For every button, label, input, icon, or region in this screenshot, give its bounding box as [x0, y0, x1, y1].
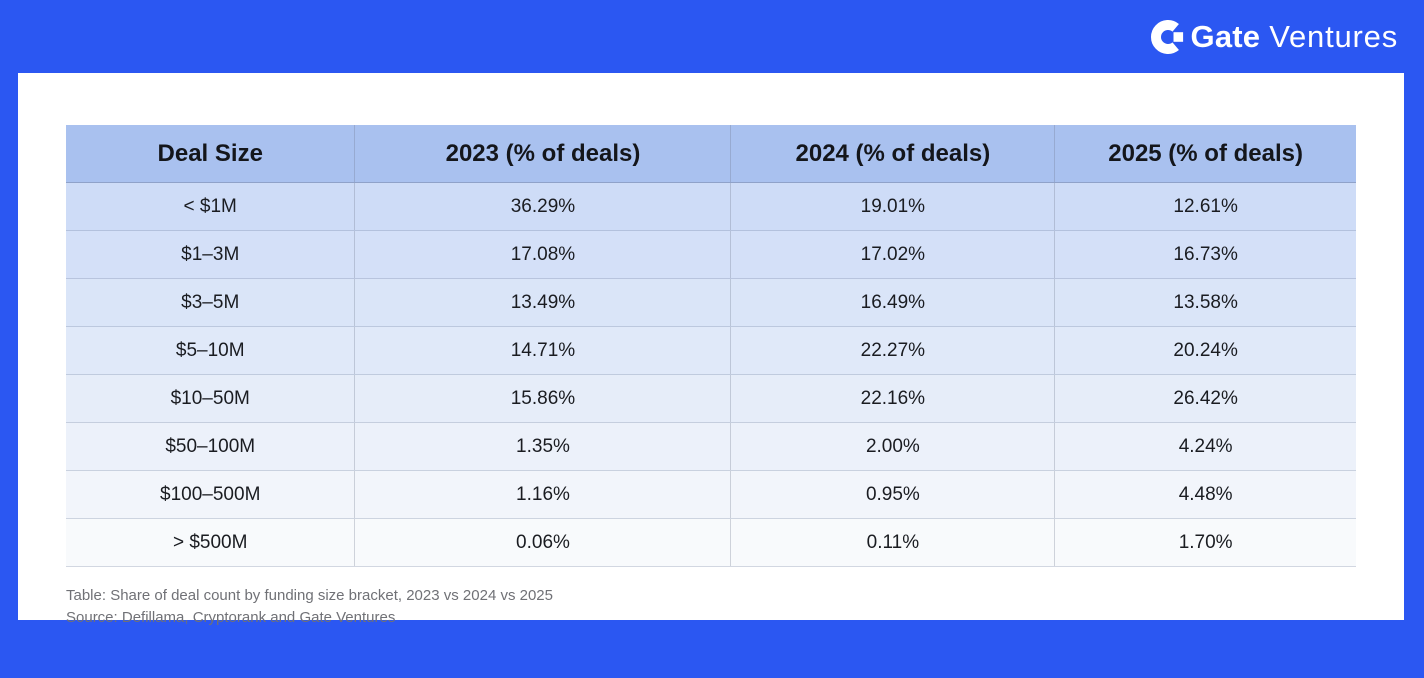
- value-cell-2025: 16.73%: [1054, 230, 1356, 279]
- content-panel: Deal Size 2023 (% of deals) 2024 (% of d…: [18, 73, 1404, 626]
- value-cell-2023: 14.71%: [354, 326, 731, 375]
- table-row: $50–100M 1.35% 2.00% 4.24%: [66, 422, 1356, 471]
- deal-size-cell: < $1M: [66, 182, 355, 231]
- column-header-2024: 2024 (% of deals): [730, 125, 1055, 183]
- value-cell-2023: 13.49%: [354, 278, 731, 327]
- deal-size-table: Deal Size 2023 (% of deals) 2024 (% of d…: [66, 125, 1356, 567]
- value-cell-2024: 22.27%: [730, 326, 1055, 375]
- brand-bar: Gate Ventures: [0, 0, 1424, 73]
- table-row: > $500M 0.06% 0.11% 1.70%: [66, 518, 1356, 567]
- deal-size-cell: $5–10M: [66, 326, 355, 375]
- value-cell-2025: 4.48%: [1054, 470, 1356, 519]
- value-cell-2025: 20.24%: [1054, 326, 1356, 375]
- value-cell-2025: 26.42%: [1054, 374, 1356, 423]
- value-cell-2024: 0.11%: [730, 518, 1055, 567]
- value-cell-2024: 22.16%: [730, 374, 1055, 423]
- value-cell-2023: 0.06%: [354, 518, 731, 567]
- table-row: $10–50M 15.86% 22.16% 26.42%: [66, 374, 1356, 423]
- table-row: $3–5M 13.49% 16.49% 13.58%: [66, 278, 1356, 327]
- deal-size-cell: $100–500M: [66, 470, 355, 519]
- column-header-2025: 2025 (% of deals): [1054, 125, 1356, 183]
- gate-ventures-logo: Gate Ventures: [1150, 19, 1398, 55]
- deal-size-cell: $10–50M: [66, 374, 355, 423]
- brand-name-ventures: Ventures: [1269, 18, 1398, 54]
- table-row: < $1M 36.29% 19.01% 12.61%: [66, 182, 1356, 231]
- source-note: Source: Defillama, Cryptorank and Gate V…: [66, 609, 396, 626]
- gate-logo-icon: [1150, 19, 1183, 54]
- table-header-row: Deal Size 2023 (% of deals) 2024 (% of d…: [66, 125, 1356, 183]
- deal-size-cell: $50–100M: [66, 422, 355, 471]
- value-cell-2025: 13.58%: [1054, 278, 1356, 327]
- brand-name-gate: Gate: [1190, 18, 1261, 54]
- value-cell-2025: 12.61%: [1054, 182, 1356, 231]
- column-header-2023: 2023 (% of deals): [354, 125, 731, 183]
- table-caption: Table: Share of deal count by funding si…: [66, 587, 553, 604]
- value-cell-2023: 17.08%: [354, 230, 731, 279]
- value-cell-2024: 16.49%: [730, 278, 1055, 327]
- column-header-deal-size: Deal Size: [66, 125, 355, 183]
- table-row: $100–500M 1.16% 0.95% 4.48%: [66, 470, 1356, 519]
- value-cell-2025: 4.24%: [1054, 422, 1356, 471]
- value-cell-2025: 1.70%: [1054, 518, 1356, 567]
- value-cell-2024: 2.00%: [730, 422, 1055, 471]
- value-cell-2024: 19.01%: [730, 182, 1055, 231]
- value-cell-2023: 1.16%: [354, 470, 731, 519]
- table-row: $5–10M 14.71% 22.27% 20.24%: [66, 326, 1356, 375]
- deal-size-cell: $3–5M: [66, 278, 355, 327]
- deal-size-cell: $1–3M: [66, 230, 355, 279]
- value-cell-2023: 36.29%: [354, 182, 731, 231]
- deal-size-cell: > $500M: [66, 518, 355, 567]
- value-cell-2023: 15.86%: [354, 374, 731, 423]
- value-cell-2023: 1.35%: [354, 422, 731, 471]
- value-cell-2024: 0.95%: [730, 470, 1055, 519]
- table-container: Deal Size 2023 (% of deals) 2024 (% of d…: [18, 73, 1404, 567]
- value-cell-2024: 17.02%: [730, 230, 1055, 279]
- table-row: $1–3M 17.08% 17.02% 16.73%: [66, 230, 1356, 279]
